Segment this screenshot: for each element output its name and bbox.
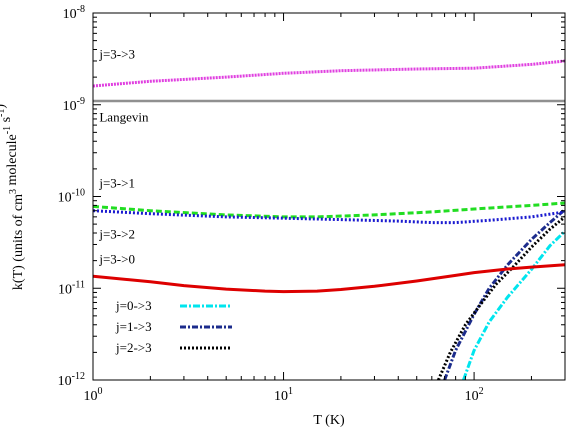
series-j-2-3 [437,215,565,380]
legend: j=0->3 j=1->3 j=2->3 [115,298,232,355]
series-j-3-1 [93,201,565,219]
annotation-layer: j=3->3 Langevin j=3->1 j=3->2 j=3->0 [98,46,149,266]
x-tick-label: 100 [84,386,103,404]
annotation-j-3-1: j=3->1 [98,176,135,191]
annotation-j-3-2: j=3->2 [98,226,135,241]
series-j-3-2 [93,209,565,225]
annotation-j-3-3: j=3->3 [98,46,135,61]
series-layer [93,59,565,380]
series-j-3-3 [93,59,565,88]
tick-layer: 100 101 102 10-12 10-11 10-10 10-9 10-8 [58,4,566,404]
annotation-langevin: Langevin [99,109,149,124]
series-j-1-3 [443,208,565,380]
series-j-3-0 [93,263,565,294]
y-tick-label: 10-12 [58,371,85,389]
legend-label-j-2-3: j=2->3 [115,340,152,355]
y-tick-label: 10-10 [58,188,85,206]
legend-label-j-1-3: j=1->3 [115,319,152,334]
y-axis-title: k(T) (units of cm3 molecule-1 s-1) [0,104,26,291]
x-tick-label: 101 [274,386,293,404]
legend-label-j-0-3: j=0->3 [115,298,152,313]
annotation-j-3-0: j=3->0 [98,252,135,267]
y-tick-label: 10-8 [63,4,85,22]
y-tick-label: 10-11 [58,279,85,297]
x-axis-title: T (K) [313,413,345,428]
series-j-0-3 [462,230,565,380]
x-tick-label: 102 [465,386,484,404]
y-tick-label: 10-9 [63,96,85,114]
